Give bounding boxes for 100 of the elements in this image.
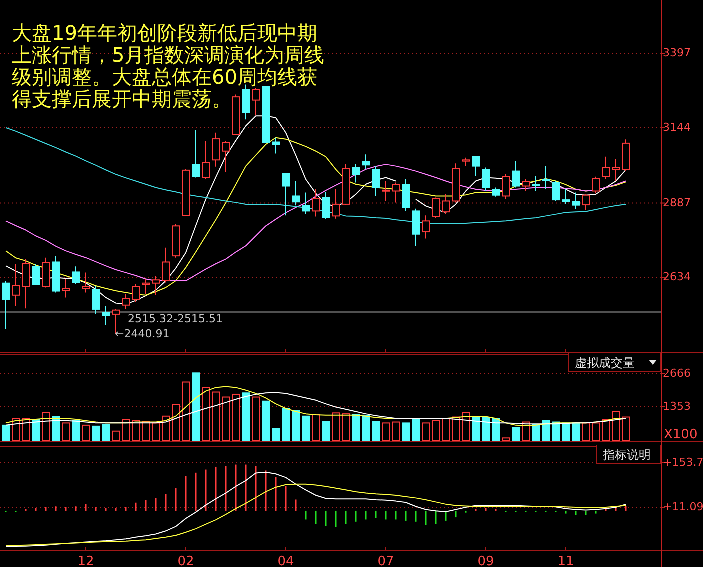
bar [502, 438, 510, 442]
candlestick [282, 173, 290, 216]
candlestick [122, 294, 130, 310]
bar [332, 412, 340, 442]
bar [2, 424, 10, 442]
bar [222, 396, 230, 442]
bar [512, 427, 520, 442]
bar [132, 420, 140, 442]
bar [252, 396, 260, 442]
bar [292, 410, 300, 442]
bar [342, 414, 350, 442]
candlestick [82, 272, 90, 294]
candlestick [402, 179, 410, 212]
candlestick [32, 264, 40, 286]
y-tick-label: 3144 [663, 120, 691, 134]
candlestick [422, 215, 430, 240]
bar [462, 412, 470, 442]
candlestick [22, 258, 30, 310]
candlestick [212, 132, 220, 168]
bar [602, 419, 610, 442]
annotation: 2515.32-2515.51 [128, 312, 223, 326]
bar [262, 400, 270, 442]
bar [382, 422, 390, 442]
candlestick [302, 192, 310, 215]
bar [392, 422, 400, 442]
y-tick-label: 2887 [663, 196, 691, 210]
candlestick [252, 88, 260, 116]
candlestick [132, 284, 140, 303]
candlestick [472, 156, 480, 177]
bar [302, 416, 310, 442]
bar [322, 421, 330, 442]
candlestick [12, 264, 20, 306]
bar [112, 430, 120, 442]
bar [562, 422, 570, 442]
y-tick-label: 3397 [663, 46, 691, 60]
annotation: ←2440.91 [115, 327, 170, 340]
bar [32, 419, 40, 442]
bar [452, 416, 460, 442]
candlestick [222, 140, 230, 173]
candlestick [502, 174, 510, 200]
candlestick [612, 158, 620, 182]
bar [372, 421, 380, 442]
bar [412, 419, 420, 442]
bar [312, 414, 320, 442]
y-tick-label: 2634 [663, 270, 691, 284]
x-tick-label: 02 [178, 554, 194, 567]
candlestick [432, 197, 440, 218]
x-tick-label: 11 [558, 554, 574, 567]
bar [422, 422, 430, 442]
candlestick [522, 179, 530, 192]
candlestick [562, 188, 570, 205]
bar [472, 416, 480, 442]
bar [142, 421, 150, 442]
bar [212, 392, 220, 442]
bar [172, 404, 180, 442]
bar [612, 411, 620, 442]
bar [192, 372, 200, 442]
candlestick [392, 182, 400, 204]
bar [102, 424, 110, 442]
bar [42, 412, 50, 442]
candlestick [592, 176, 600, 194]
candlestick [2, 280, 10, 330]
candlestick [572, 192, 580, 210]
bar [532, 424, 540, 442]
candlestick [532, 176, 540, 192]
candlestick [292, 180, 300, 206]
bar [162, 416, 170, 442]
bar [242, 392, 250, 442]
candlestick [582, 194, 590, 211]
bar [592, 422, 600, 442]
bar [62, 422, 70, 442]
candlestick [152, 276, 160, 296]
candlestick [72, 266, 80, 286]
candlestick [142, 279, 150, 296]
candlestick [312, 188, 320, 218]
line-series [6, 392, 626, 426]
candlestick [442, 194, 450, 215]
candlestick [372, 166, 380, 197]
candlestick [492, 187, 500, 198]
bar [232, 394, 240, 442]
candlestick [102, 305, 110, 326]
bar [572, 422, 580, 442]
bar [492, 418, 500, 442]
y-tick-label: +11.09 [663, 500, 703, 514]
bar [82, 424, 90, 442]
bar [12, 418, 20, 442]
candlestick [272, 137, 280, 154]
y-axis-title: X100 [664, 428, 698, 443]
line-series [6, 472, 626, 548]
bar [282, 408, 290, 442]
line-series [6, 484, 626, 546]
bar [182, 382, 190, 442]
x-tick-label: 04 [278, 554, 294, 567]
candlestick [322, 192, 330, 220]
candlestick [362, 154, 370, 170]
candlestick [92, 286, 100, 315]
candlestick [482, 167, 490, 192]
x-tick-label: 07 [378, 554, 394, 567]
candlestick [162, 247, 170, 284]
bar [92, 426, 100, 442]
